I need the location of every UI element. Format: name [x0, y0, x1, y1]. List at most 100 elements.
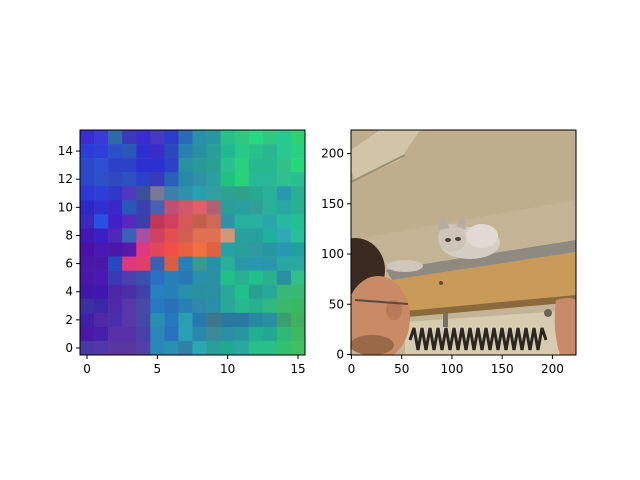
heatmap-cell — [136, 172, 151, 187]
heatmap-cell — [80, 130, 95, 145]
heatmap-cell — [290, 326, 306, 342]
heatmap-cell — [192, 242, 207, 257]
heatmap-cell — [150, 130, 165, 145]
heatmap-cell — [178, 242, 193, 257]
heatmap-cell — [122, 242, 137, 257]
heatmap-cell — [164, 172, 179, 187]
heatmap-cell — [136, 200, 151, 215]
heatmap-cell — [248, 214, 264, 229]
heatmap-cell — [262, 298, 278, 314]
heatmap-cell — [94, 312, 109, 328]
heatmap-cell — [234, 242, 250, 257]
heatmap-cell — [220, 298, 235, 314]
heatmap-cell — [108, 228, 123, 243]
heatmap-cell — [80, 298, 95, 314]
heatmap-cell — [122, 340, 137, 356]
heatmap-cell — [248, 144, 264, 159]
heatmap-cell — [150, 242, 165, 257]
heatmap-cell — [150, 340, 165, 356]
heatmap-cell — [136, 284, 151, 300]
heatmap-cell — [136, 144, 151, 159]
heatmap-cell — [262, 256, 278, 271]
heatmap-frame — [79, 129, 306, 356]
heatmap-cell — [122, 130, 137, 145]
heatmap-cell — [248, 270, 264, 285]
heatmap-cell — [192, 172, 207, 187]
heatmap-cell — [234, 340, 250, 356]
heatmap-cell — [262, 340, 278, 356]
photo-y-tick-label: 200 — [321, 147, 344, 161]
heatmap-y-tick-label: 8 — [65, 228, 73, 242]
heatmap-cell — [234, 256, 250, 271]
heatmap-cell — [192, 130, 207, 145]
heatmap-cell — [164, 312, 179, 328]
heatmap-y-tick-label: 10 — [58, 200, 73, 214]
heatmap-cell — [108, 158, 123, 173]
heatmap-x-tick-label: 15 — [290, 362, 305, 376]
heatmap-cell — [262, 158, 278, 173]
cat-photo — [351, 130, 576, 355]
heatmap-cell — [206, 228, 221, 243]
heatmap-cell — [262, 326, 278, 342]
heatmap-cell — [80, 312, 95, 328]
heatmap-cell — [80, 186, 95, 201]
heatmap-cell — [178, 298, 193, 314]
photo-y-tick-label: 0 — [336, 347, 344, 361]
heatmap-cell — [94, 298, 109, 314]
heatmap-cell — [94, 158, 109, 173]
heatmap-cell — [220, 340, 235, 356]
heatmap-cell — [220, 312, 235, 328]
heatmap-cell — [178, 172, 193, 187]
heatmap-cell — [150, 298, 165, 314]
heatmap-x-ticks: 0 5 10 15 — [83, 355, 306, 376]
heatmap-cell — [122, 284, 137, 300]
heatmap-cell — [234, 284, 250, 300]
heatmap-cell — [276, 130, 292, 145]
heatmap-cell — [276, 214, 292, 229]
heatmap-cell — [108, 270, 123, 285]
heatmap-cell — [150, 144, 165, 159]
heatmap-cell — [80, 326, 95, 342]
heatmap-cell — [178, 326, 193, 342]
heatmap-cell — [122, 172, 137, 187]
photo-shelf-top — [386, 240, 576, 280]
photo-x-tick-label: 200 — [541, 362, 564, 376]
heatmap-x-tick-label: 0 — [83, 362, 91, 376]
photo-x-tick-label: 100 — [440, 362, 463, 376]
heatmap-cell — [192, 256, 207, 271]
heatmap-cell — [150, 200, 165, 215]
heatmap-cell — [276, 228, 292, 243]
photo-y-tick-label: 50 — [329, 297, 344, 311]
heatmap-cell — [220, 326, 235, 342]
heatmap-cell — [136, 214, 151, 229]
photo-x-tick-label: 0 — [348, 362, 356, 376]
heatmap-cell — [178, 312, 193, 328]
heatmap-cell — [262, 228, 278, 243]
heatmap-cell — [94, 214, 109, 229]
heatmap-cell — [234, 200, 250, 215]
heatmap-cell — [192, 144, 207, 159]
heatmap-cell — [234, 312, 250, 328]
heatmap-cell — [220, 270, 235, 285]
heatmap-cell — [178, 270, 193, 285]
heatmap-cell — [164, 214, 179, 229]
photo-ceiling-edge — [351, 154, 406, 183]
heatmap-cell — [164, 130, 179, 145]
heatmap-cell — [206, 144, 221, 159]
heatmap-y-tick-label: 4 — [65, 285, 73, 299]
heatmap-cell — [122, 228, 137, 243]
heatmap-cell — [80, 340, 95, 356]
heatmap-cell — [94, 270, 109, 285]
heatmap-cell — [206, 340, 221, 356]
heatmap-cell — [136, 312, 151, 328]
photo-x-tick-label: 150 — [491, 362, 514, 376]
heatmap-cell — [234, 326, 250, 342]
heatmap-cell — [276, 200, 292, 215]
heatmap-cell — [94, 228, 109, 243]
cat — [387, 214, 500, 272]
heatmap-cell — [164, 298, 179, 314]
heatmap-cell — [290, 340, 306, 356]
heatmap-cell — [276, 158, 292, 173]
heatmap-cell — [220, 214, 235, 229]
